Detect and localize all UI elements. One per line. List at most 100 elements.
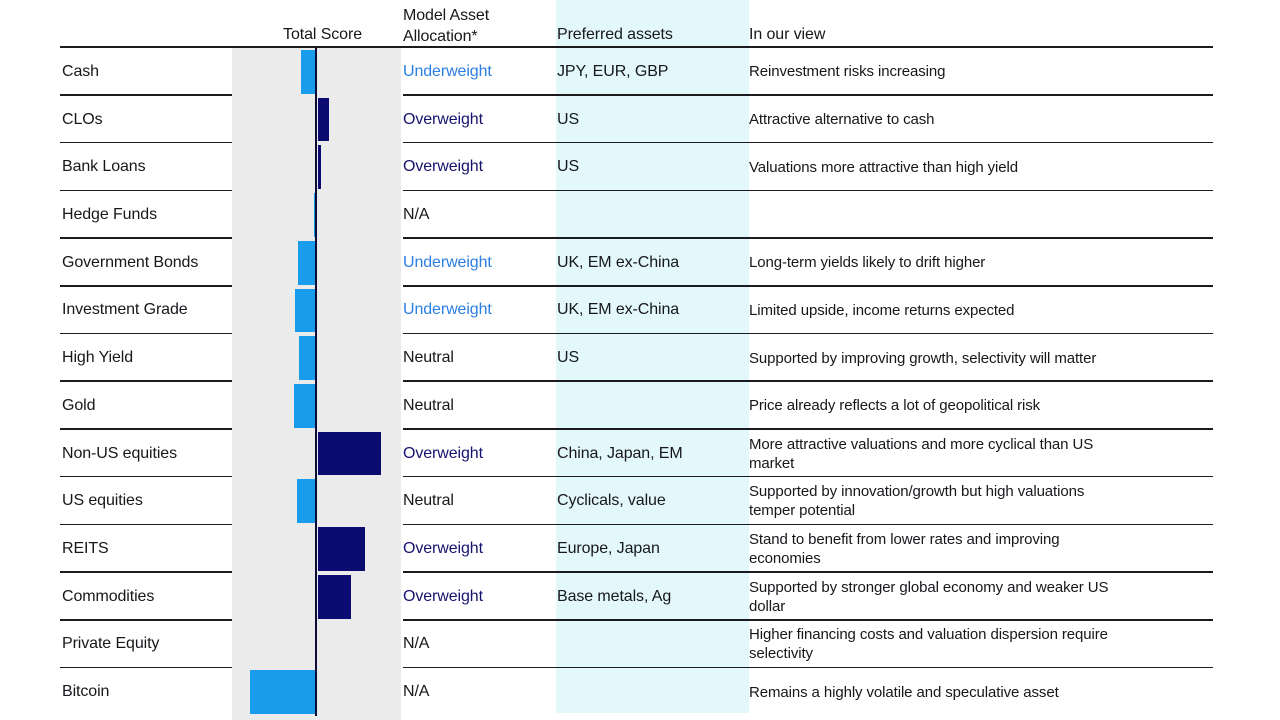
row-divider-right — [403, 475, 1213, 478]
row-divider-right — [403, 666, 1213, 669]
table-row: Cash Underweight JPY, EUR, GBP Reinvestment… — [0, 48, 1280, 96]
row-divider-left — [60, 237, 232, 239]
score-bar — [300, 50, 316, 94]
score-bar — [298, 336, 316, 380]
preferred-assets-text: China, Japan, EM — [557, 444, 683, 462]
column-header-preferred-assets: Preferred assets — [557, 26, 673, 43]
in-our-view-text: Supported by stronger global economy and… — [749, 578, 1109, 615]
preferred-assets-column-band — [556, 0, 749, 713]
preferred-assets-text: JPY, EUR, GBP — [557, 62, 669, 80]
in-our-view-text: Stand to benefit from lower rates and im… — [749, 530, 1060, 567]
allocation-text: Underweight — [403, 301, 492, 319]
preferred-assets-text: UK, EM ex-China — [557, 301, 680, 319]
row-divider-right — [403, 380, 1213, 382]
preferred-assets-text: UK, EM ex-China — [557, 253, 680, 271]
allocation-text: Overweight — [403, 110, 483, 128]
preferred-assets-text: US — [557, 349, 580, 367]
asset-label: Bitcoin — [62, 683, 110, 701]
in-our-view-text: Reinvestment risks increasing — [749, 63, 946, 81]
allocation-text: Overweight — [403, 539, 483, 557]
asset-label: Private Equity — [62, 635, 160, 653]
preferred-assets-text: Cyclicals, value — [557, 492, 666, 510]
asset-label: Hedge Funds — [62, 205, 157, 223]
row-divider-left — [60, 285, 232, 287]
row-divider-left — [60, 94, 232, 96]
score-bar — [249, 670, 316, 714]
row-divider-right — [403, 332, 1213, 335]
asset-label: Government Bonds — [62, 253, 199, 271]
asset-label: Commodities — [62, 587, 155, 605]
row-divider-left — [60, 428, 232, 430]
row-divider-right — [403, 428, 1213, 430]
score-bar — [317, 527, 365, 571]
allocation-text: Neutral — [403, 492, 454, 510]
preferred-assets-text: Base metals, Ag — [557, 587, 672, 605]
asset-label: Cash — [62, 62, 99, 80]
table-row: CLOs Overweight US Attractive alternative t… — [0, 96, 1280, 144]
asset-label: High Yield — [62, 349, 134, 367]
in-our-view-text: Limited upside, income returns expected — [749, 301, 1015, 319]
column-header-total-score: Total Score — [283, 26, 362, 43]
asset-label: Investment Grade — [62, 301, 188, 319]
in-our-view-text: Long-term yields likely to drift higher — [749, 254, 986, 272]
table-row: High Yield Neutral US Supported by improvin… — [0, 334, 1280, 382]
in-our-view-text: Higher financing costs and valuation dis… — [749, 626, 1108, 663]
row-divider-left — [60, 189, 232, 192]
asset-label: Non-US equities — [62, 444, 178, 462]
row-divider-right — [403, 619, 1213, 621]
allocation-text: Underweight — [403, 62, 492, 80]
table-row: Investment Grade Underweight UK, EM ex-Chi… — [0, 287, 1280, 335]
table-row: Bitcoin N/A Remains a highly volatile and … — [0, 668, 1280, 716]
table-row: Commodities Overweight Base metals, Ag Supp… — [0, 573, 1280, 621]
row-divider-right — [403, 523, 1213, 526]
table-row: Government Bonds Underweight UK, EM ex-Chi… — [0, 239, 1280, 287]
table-row: Gold Neutral Price already reflects a lot … — [0, 382, 1280, 430]
in-our-view-text: Attractive alternative to cash — [749, 111, 935, 129]
row-divider-left — [60, 332, 232, 335]
asset-label: Gold — [62, 396, 96, 414]
table-row: REITS Overweight Europe, Japan Stand to ben… — [0, 525, 1280, 573]
score-bar — [317, 431, 381, 476]
in-our-view-text: Remains a highly volatile and speculativ… — [749, 683, 1059, 701]
asset-label: CLOs — [62, 110, 103, 128]
score-bar — [297, 240, 316, 285]
table-row: Hedge Funds N/A — [0, 191, 1280, 239]
in-our-view-text: Valuations more attractive than high yie… — [749, 158, 1019, 176]
row-divider-left — [60, 619, 232, 621]
allocation-text: Overweight — [403, 587, 483, 605]
row-divider-left — [60, 380, 232, 382]
allocation-text: Overweight — [403, 158, 483, 176]
score-bar — [317, 574, 351, 619]
column-header-in-our-view: In our view — [749, 26, 826, 43]
row-divider-right — [403, 141, 1213, 144]
header-divider — [60, 46, 1213, 48]
allocation-text: Overweight — [403, 444, 483, 462]
allocation-text: Neutral — [403, 349, 454, 367]
column-header-model-asset-allocation: Model Asset Allocation* — [403, 7, 490, 45]
row-divider-right — [403, 94, 1213, 96]
preferred-assets-text: US — [557, 110, 580, 128]
row-divider-left — [60, 523, 232, 526]
asset-label: Bank Loans — [62, 158, 146, 176]
score-bar — [317, 145, 321, 190]
in-our-view-text: Supported by improving growth, selectivi… — [749, 349, 1097, 367]
row-divider-right — [403, 571, 1213, 573]
asset-label: REITS — [62, 539, 109, 557]
in-our-view-text: Price already reflects a lot of geopolit… — [749, 397, 1041, 415]
zero-axis-line — [315, 48, 317, 716]
row-divider-left — [60, 475, 232, 478]
allocation-text: Underweight — [403, 253, 492, 271]
score-bar — [296, 479, 316, 524]
row-divider-right — [403, 237, 1213, 239]
table-row: Private Equity N/A Higher financing costs … — [0, 621, 1280, 669]
score-bar — [313, 193, 316, 237]
row-divider-right — [403, 189, 1213, 192]
allocation-text: N/A — [403, 635, 430, 653]
allocation-text: Neutral — [403, 396, 454, 414]
allocation-text: N/A — [403, 683, 430, 701]
allocation-text: N/A — [403, 205, 430, 223]
table-row: Bank Loans Overweight US Valuations more at… — [0, 143, 1280, 192]
table-row: Non-US equities Overweight China, Japan, E… — [0, 430, 1280, 478]
row-divider-left — [60, 571, 232, 573]
